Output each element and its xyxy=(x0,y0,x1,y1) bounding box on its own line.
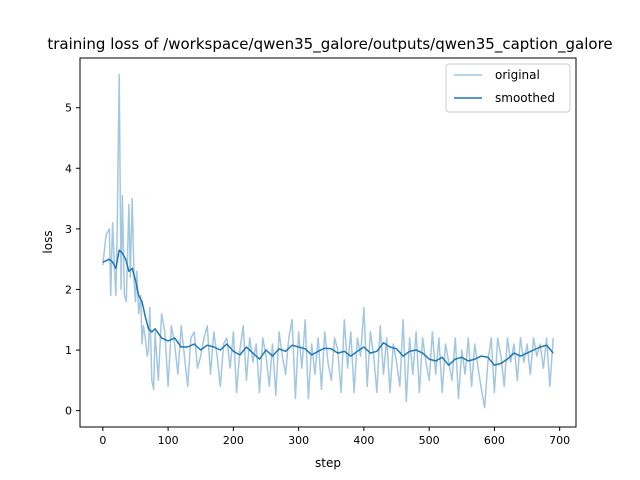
series-line-original xyxy=(102,73,554,409)
x-tick-label: 200 xyxy=(223,434,244,447)
legend-label-original: original xyxy=(495,68,540,82)
chart-title: training loss of /workspace/qwen35_galor… xyxy=(47,35,612,54)
x-axis-label: step xyxy=(315,456,341,470)
series-line-smoothed xyxy=(102,249,554,366)
y-tick-label: 5 xyxy=(65,102,72,115)
y-tick-label: 1 xyxy=(65,344,72,357)
y-axis-ticks: 0 1 2 3 4 5 xyxy=(65,102,80,418)
x-tick-label: 600 xyxy=(484,434,505,447)
legend-label-smoothed: smoothed xyxy=(495,91,555,105)
x-tick-label: 300 xyxy=(288,434,309,447)
x-tick-label: 500 xyxy=(419,434,440,447)
x-tick-label: 400 xyxy=(353,434,374,447)
x-axis-ticks: 0 100 200 300 400 500 600 700 xyxy=(99,427,570,447)
x-tick-label: 100 xyxy=(158,434,179,447)
y-tick-label: 4 xyxy=(65,162,72,175)
plot-series xyxy=(102,73,554,409)
x-tick-label: 700 xyxy=(549,434,570,447)
axes-frame xyxy=(79,57,577,428)
y-tick-label: 0 xyxy=(65,405,72,418)
legend-box xyxy=(445,63,571,113)
x-tick-label: 0 xyxy=(99,434,106,447)
y-axis-label: loss xyxy=(41,230,55,253)
legend: original smoothed xyxy=(445,63,571,113)
y-tick-label: 3 xyxy=(65,223,72,236)
y-tick-label: 2 xyxy=(65,283,72,296)
